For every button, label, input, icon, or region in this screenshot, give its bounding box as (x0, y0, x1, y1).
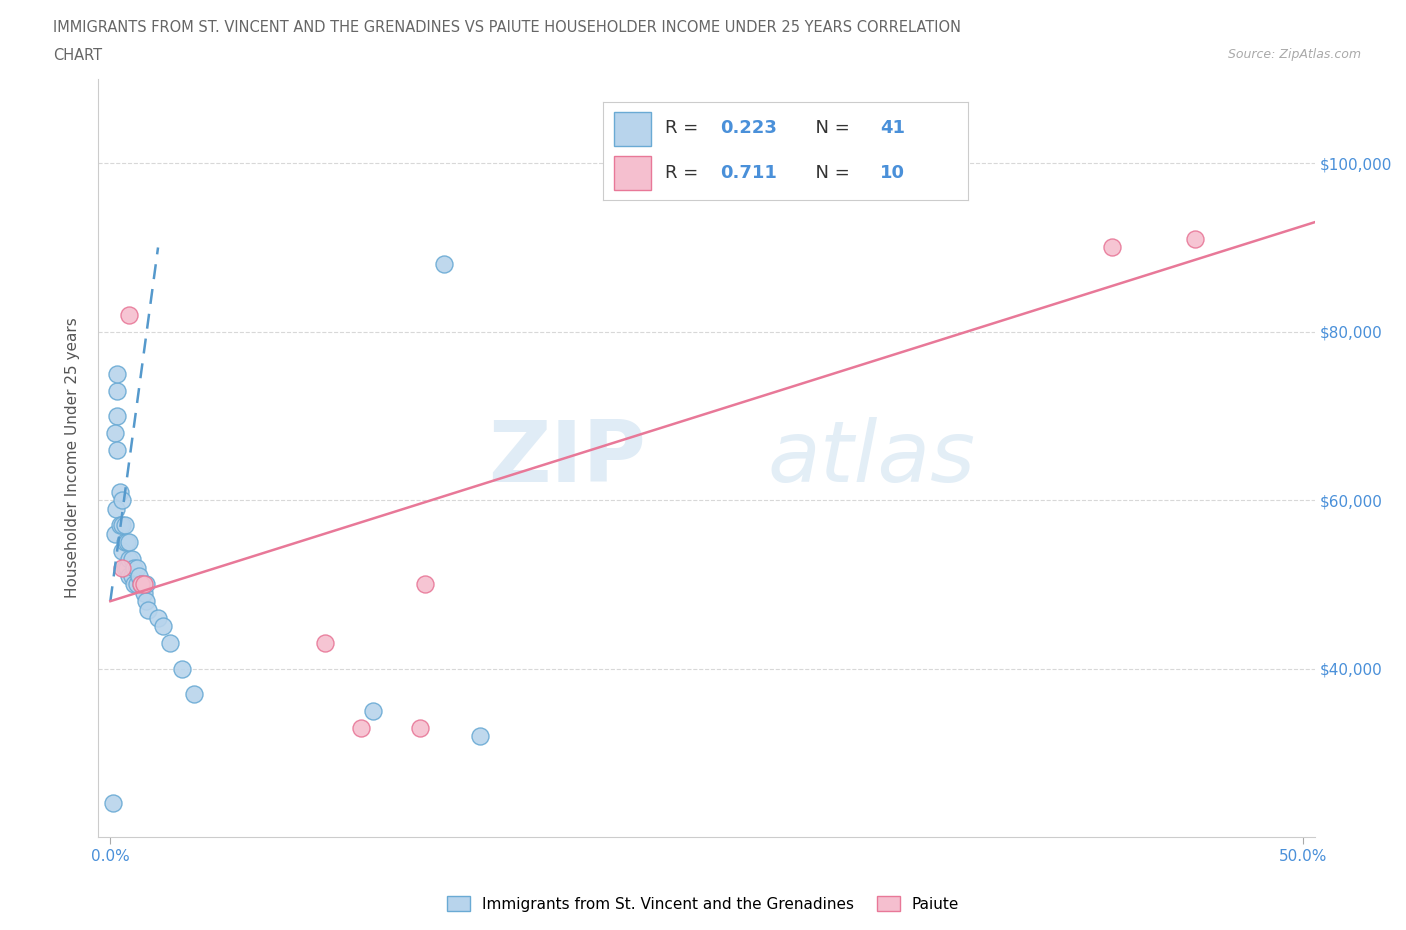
Point (170, 661, 193, 676)
Text: Source: ZipAtlas.com: Source: ZipAtlas.com (1227, 48, 1361, 61)
Text: 0.711: 0.711 (720, 164, 776, 181)
Y-axis label: Householder Income Under 25 years: Householder Income Under 25 years (65, 318, 80, 598)
Point (433, 257, 456, 272)
Text: R =: R = (665, 164, 710, 181)
Point (125, 560, 148, 575)
Point (121, 568, 143, 583)
Text: N =: N = (804, 164, 855, 181)
Point (122, 560, 145, 575)
Point (107, 383, 129, 398)
Text: atlas: atlas (768, 417, 976, 499)
Point (118, 535, 141, 550)
Point (114, 535, 136, 550)
Point (104, 425, 127, 440)
Point (361, 703, 384, 718)
Point (132, 577, 155, 591)
Point (121, 551, 143, 566)
Point (104, 526, 127, 541)
Point (1101, 240, 1123, 255)
Point (159, 636, 181, 651)
Point (131, 577, 153, 591)
Point (409, 720, 432, 735)
Point (132, 585, 155, 600)
Point (114, 518, 136, 533)
Text: IMMIGRANTS FROM ST. VINCENT AND THE GRENADINES VS PAIUTE HOUSEHOLDER INCOME UNDE: IMMIGRANTS FROM ST. VINCENT AND THE GREN… (53, 20, 962, 35)
Point (108, 485, 131, 499)
Text: 10: 10 (880, 164, 905, 181)
Point (1184, 232, 1206, 246)
Point (314, 636, 336, 651)
Text: R =: R = (665, 119, 704, 138)
Point (115, 560, 138, 575)
Point (107, 366, 129, 381)
Point (111, 518, 134, 533)
Point (118, 568, 141, 583)
Text: CHART: CHART (53, 48, 103, 63)
Point (468, 728, 491, 743)
Point (350, 720, 373, 735)
Point (111, 543, 134, 558)
Point (107, 442, 129, 457)
Text: ZIP: ZIP (488, 417, 645, 499)
Point (131, 577, 153, 591)
Point (108, 518, 131, 533)
Point (118, 551, 141, 566)
Point (118, 308, 141, 323)
Point (135, 577, 157, 591)
Point (101, 796, 124, 811)
Text: 0.223: 0.223 (720, 119, 776, 138)
Point (183, 686, 205, 701)
Text: 41: 41 (880, 119, 905, 138)
Point (122, 577, 145, 591)
Legend: Immigrants from St. Vincent and the Grenadines, Paiute: Immigrants from St. Vincent and the Gren… (440, 889, 966, 918)
Point (111, 493, 134, 508)
Point (152, 619, 174, 634)
Point (146, 611, 169, 626)
Point (128, 568, 150, 583)
Point (138, 603, 160, 618)
Text: N =: N = (804, 119, 855, 138)
Point (111, 560, 134, 575)
Point (125, 577, 148, 591)
Point (413, 577, 436, 591)
Point (115, 535, 138, 550)
Point (135, 593, 157, 608)
Point (104, 501, 127, 516)
Point (114, 560, 136, 575)
FancyBboxPatch shape (614, 156, 651, 191)
FancyBboxPatch shape (614, 112, 651, 146)
Point (105, 408, 128, 423)
